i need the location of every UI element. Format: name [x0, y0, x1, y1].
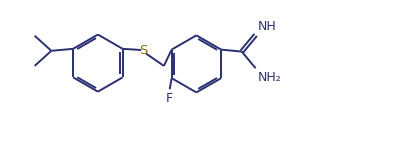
Text: NH: NH [258, 20, 276, 33]
Text: S: S [139, 44, 147, 57]
Text: NH₂: NH₂ [258, 71, 281, 84]
Text: F: F [166, 92, 173, 105]
